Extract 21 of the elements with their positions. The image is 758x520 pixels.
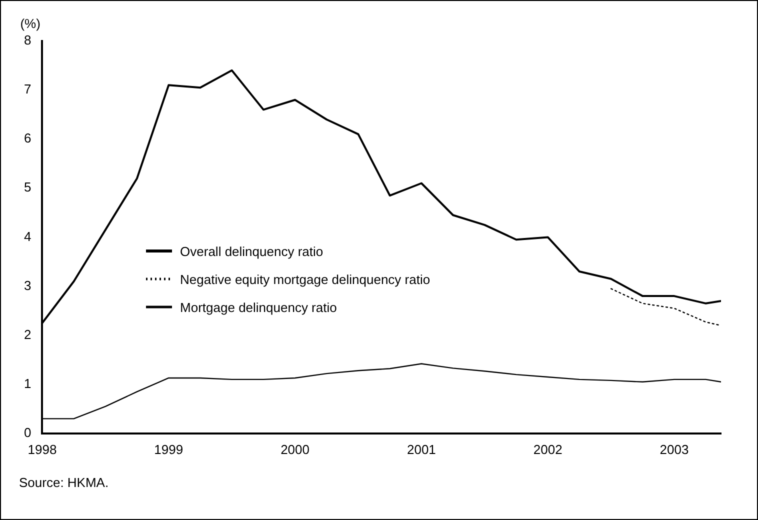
y-tick-label: 4 [24, 228, 32, 244]
line-series [610, 288, 721, 326]
x-tick-label: 2003 [660, 442, 689, 457]
legend-label: Negative equity mortgage delinquency ratio [180, 272, 430, 287]
y-tick-label: 7 [24, 82, 32, 97]
y-tick-label: 6 [24, 130, 32, 146]
x-tick-label: 2002 [533, 442, 562, 457]
x-tick-label: 1998 [28, 442, 57, 457]
y-axis-title: (%) [20, 16, 40, 32]
y-tick-label: 2 [24, 326, 32, 342]
legend-label: Overall delinquency ratio [180, 244, 324, 259]
source-note: Source: HKMA. [19, 475, 109, 490]
y-tick-label: 5 [24, 180, 32, 195]
y-tick-label: 8 [24, 32, 32, 48]
x-tick-label: 2000 [280, 442, 310, 457]
x-tick-label: 2001 [406, 442, 436, 457]
legend-label: Mortgage delinquency ratio [180, 300, 337, 315]
x-tick-label: 1999 [154, 442, 184, 457]
y-tick-label: 0 [24, 424, 32, 440]
y-tick-label: 1 [24, 376, 32, 391]
y-tick-label: 3 [24, 278, 32, 293]
